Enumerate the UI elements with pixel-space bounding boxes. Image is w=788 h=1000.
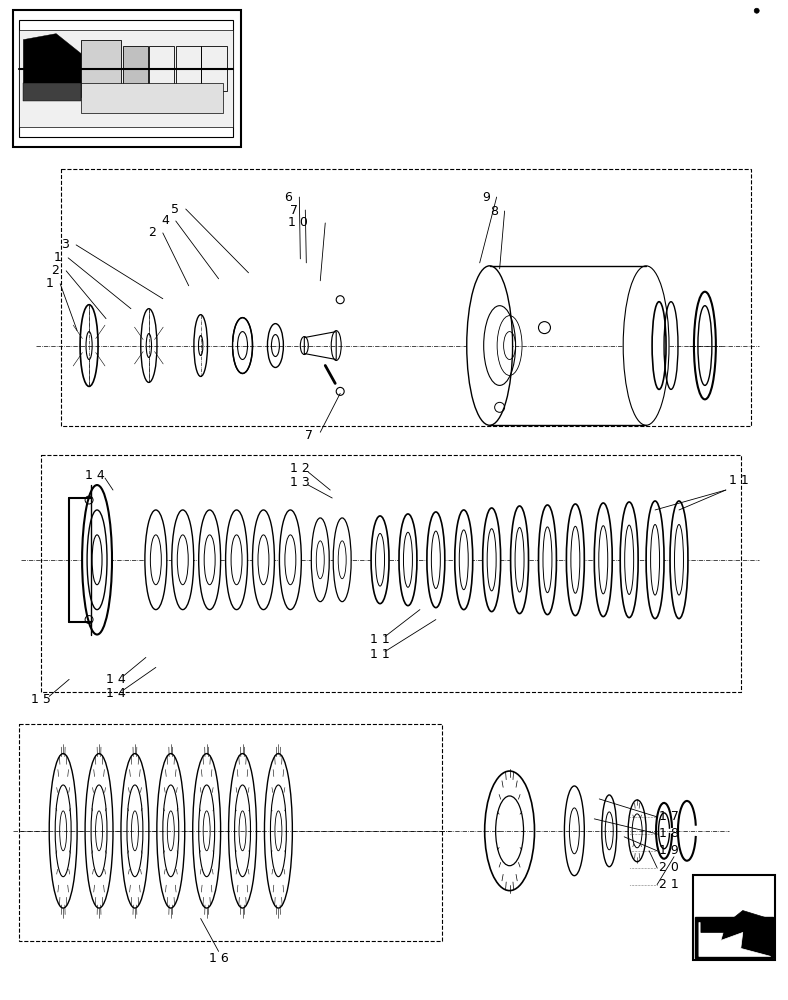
Text: 2 0: 2 0 (659, 861, 679, 874)
Text: 2: 2 (51, 264, 59, 277)
Ellipse shape (49, 754, 77, 908)
Ellipse shape (646, 501, 664, 619)
Text: 2: 2 (148, 226, 156, 239)
Bar (20, 724, 442, 941)
Text: 1 5: 1 5 (32, 693, 51, 706)
Ellipse shape (333, 518, 351, 602)
Text: 5: 5 (171, 203, 179, 216)
Ellipse shape (193, 754, 221, 908)
Text: 7: 7 (305, 429, 314, 442)
Bar (20, 30, 232, 127)
Bar (20, 20, 232, 137)
Text: 1 1: 1 1 (370, 648, 390, 661)
Ellipse shape (311, 518, 329, 602)
Bar (149, 46, 174, 91)
Bar (123, 46, 148, 91)
Text: 1 4: 1 4 (106, 673, 126, 686)
Text: 1 9: 1 9 (659, 844, 678, 857)
Text: 1 6: 1 6 (209, 952, 229, 965)
Ellipse shape (252, 510, 274, 610)
Ellipse shape (172, 510, 194, 610)
Text: 1 4: 1 4 (85, 469, 105, 482)
Text: 1 0: 1 0 (288, 216, 308, 229)
Bar (693, 875, 775, 960)
Ellipse shape (620, 502, 638, 618)
Polygon shape (304, 332, 336, 359)
Bar (176, 46, 201, 91)
Ellipse shape (455, 510, 473, 610)
Bar (81, 40, 121, 97)
Ellipse shape (199, 510, 221, 610)
Text: 1 2: 1 2 (290, 462, 310, 475)
Text: 2 1: 2 1 (659, 878, 678, 891)
Ellipse shape (85, 754, 113, 908)
Text: 1 3: 1 3 (290, 476, 310, 489)
Polygon shape (24, 34, 81, 91)
Ellipse shape (511, 506, 529, 614)
Text: 9: 9 (481, 191, 489, 204)
Circle shape (754, 8, 759, 13)
Ellipse shape (371, 516, 389, 604)
Ellipse shape (399, 514, 417, 606)
Bar (201, 46, 227, 91)
Bar (41, 455, 741, 692)
Ellipse shape (145, 510, 167, 610)
Text: 1 8: 1 8 (659, 827, 679, 840)
Ellipse shape (623, 266, 669, 425)
Ellipse shape (280, 510, 301, 610)
Ellipse shape (670, 501, 688, 619)
Bar (61, 169, 751, 426)
Polygon shape (699, 923, 771, 956)
Text: 7: 7 (290, 204, 299, 217)
Ellipse shape (567, 504, 585, 616)
Text: 1 7: 1 7 (659, 810, 679, 823)
Ellipse shape (121, 754, 149, 908)
Text: 8: 8 (489, 205, 498, 218)
Ellipse shape (628, 800, 646, 862)
Ellipse shape (594, 503, 612, 617)
Polygon shape (24, 83, 81, 101)
Ellipse shape (82, 485, 112, 635)
Ellipse shape (427, 512, 444, 608)
Ellipse shape (157, 754, 184, 908)
Text: 1 1: 1 1 (729, 474, 749, 487)
Ellipse shape (466, 266, 512, 425)
Text: 1: 1 (46, 277, 54, 290)
Bar (13, 10, 240, 147)
Ellipse shape (602, 795, 617, 867)
Text: 1 1: 1 1 (370, 633, 390, 646)
Bar (81, 83, 222, 113)
Ellipse shape (485, 771, 534, 891)
Ellipse shape (564, 786, 585, 876)
Text: 1 4: 1 4 (106, 687, 126, 700)
Text: 4: 4 (161, 214, 169, 227)
Text: 3: 3 (61, 238, 69, 251)
Polygon shape (701, 911, 768, 932)
Ellipse shape (225, 510, 247, 610)
Text: 1: 1 (54, 251, 61, 264)
Ellipse shape (229, 754, 256, 908)
Polygon shape (695, 917, 773, 958)
Ellipse shape (483, 508, 500, 612)
Text: 6: 6 (284, 191, 292, 204)
Ellipse shape (538, 505, 556, 615)
Ellipse shape (265, 754, 292, 908)
